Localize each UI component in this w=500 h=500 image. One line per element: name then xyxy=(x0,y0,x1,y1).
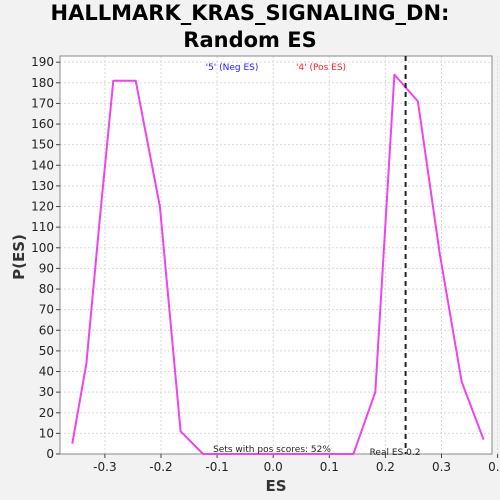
x-tick-label: 0.3 xyxy=(432,460,451,474)
y-tick-label: 60 xyxy=(39,323,54,337)
chart-title-line1: HALLMARK_KRAS_SIGNALING_DN: Random ES xyxy=(50,1,450,52)
y-tick-label: 50 xyxy=(39,344,54,358)
x-tick-label: 0.2 xyxy=(376,460,395,474)
y-tick-label: 100 xyxy=(31,241,54,255)
x-tick-label: -0.3 xyxy=(93,460,116,474)
y-tick-label: 180 xyxy=(31,76,54,90)
series-line-0 xyxy=(71,73,485,455)
x-axis-title: ES xyxy=(265,477,286,495)
x-tick-label: -0.1 xyxy=(205,460,228,474)
series xyxy=(71,73,485,455)
x-tick-label: 0.1 xyxy=(320,460,339,474)
y-tick-label: 90 xyxy=(39,261,54,275)
pos-scores-annotation: Sets with pos scores: 52% xyxy=(213,445,331,455)
y-tick-label: 30 xyxy=(39,385,54,399)
legend-neg: '5' (Neg ES) xyxy=(206,63,259,73)
y-tick-label: 10 xyxy=(39,426,54,440)
y-tick-label: 130 xyxy=(31,179,54,193)
y-tick-label: 20 xyxy=(39,406,54,420)
y-tick-label: 150 xyxy=(31,138,54,152)
grid xyxy=(60,56,499,455)
x-tick-label: 0.4 xyxy=(488,460,500,474)
y-tick-label: 80 xyxy=(39,282,54,296)
y-tick-label: 70 xyxy=(39,303,54,317)
y-tick-label: 40 xyxy=(39,365,54,379)
legend-pos: '4' (Pos ES) xyxy=(296,63,346,73)
x-tick-label: 0.0 xyxy=(264,460,283,474)
y-tick-label: 140 xyxy=(31,158,54,172)
ticks: 0 10 20 30 40 50 60 70 80 90 100 110 120 130 140 150 160… xyxy=(31,55,500,474)
y-tick-label: 120 xyxy=(31,200,54,214)
real-es-annotation: Real ES 0.2 xyxy=(370,448,421,458)
y-axis-title: P(ES) xyxy=(10,234,28,280)
y-tick-label: 0 xyxy=(46,447,54,461)
y-tick-label: 170 xyxy=(31,96,54,110)
x-tick-label: -0.2 xyxy=(149,460,172,474)
y-tick-label: 160 xyxy=(31,117,54,131)
y-tick-label: 110 xyxy=(31,220,54,234)
y-tick-label: 190 xyxy=(31,55,54,69)
plot-area xyxy=(60,56,492,454)
